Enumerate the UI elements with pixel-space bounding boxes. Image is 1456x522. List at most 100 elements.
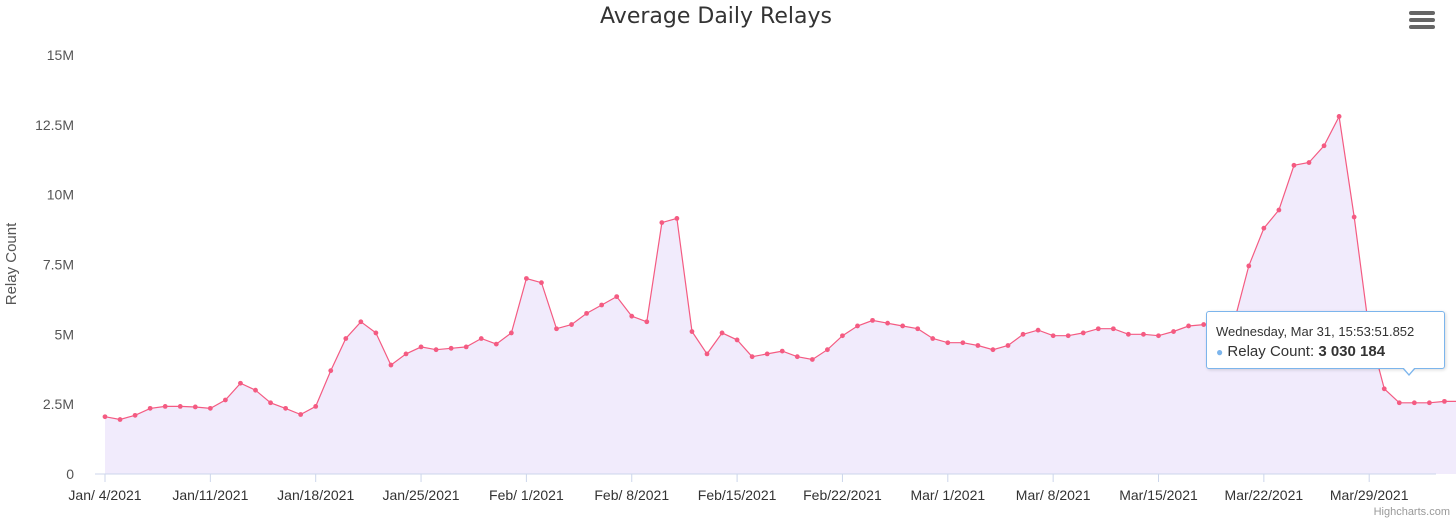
data-point[interactable] xyxy=(373,330,379,336)
data-point[interactable] xyxy=(1035,327,1041,333)
data-point[interactable] xyxy=(539,280,544,286)
data-point[interactable] xyxy=(418,344,424,350)
data-point[interactable] xyxy=(975,343,981,348)
data-point[interactable] xyxy=(478,336,484,341)
data-point[interactable] xyxy=(1186,323,1191,329)
data-point[interactable] xyxy=(945,340,951,346)
data-point[interactable] xyxy=(614,294,620,300)
data-point[interactable] xyxy=(749,354,755,360)
data-point[interactable] xyxy=(1442,398,1447,404)
data-point[interactable] xyxy=(207,405,213,411)
x-tick-label: Mar/29/2021 xyxy=(1330,487,1409,503)
hamburger-menu-icon[interactable] xyxy=(1409,11,1435,33)
data-point[interactable] xyxy=(388,362,394,368)
data-point[interactable] xyxy=(734,337,740,343)
data-point[interactable] xyxy=(689,329,695,334)
data-point[interactable] xyxy=(1005,343,1011,348)
data-point[interactable] xyxy=(223,397,228,403)
data-point[interactable] xyxy=(283,405,288,411)
data-point[interactable] xyxy=(433,347,439,353)
tooltip-series-label: Relay Count xyxy=(1227,343,1310,360)
x-tick-label: Mar/22/2021 xyxy=(1225,487,1304,503)
data-point[interactable] xyxy=(117,417,123,422)
data-point[interactable] xyxy=(463,344,469,350)
data-point[interactable] xyxy=(1427,400,1432,406)
data-point[interactable] xyxy=(960,340,966,346)
data-point[interactable] xyxy=(493,341,499,347)
data-point[interactable] xyxy=(809,357,815,362)
data-point[interactable] xyxy=(132,412,138,418)
data-point[interactable] xyxy=(1261,225,1267,231)
data-point[interactable] xyxy=(794,354,800,360)
data-point[interactable] xyxy=(1381,386,1387,392)
data-point[interactable] xyxy=(102,414,108,420)
data-point[interactable] xyxy=(1291,162,1297,168)
data-point[interactable] xyxy=(554,326,559,332)
data-point[interactable] xyxy=(599,302,605,308)
y-tick-label: 0 xyxy=(66,466,74,482)
data-point[interactable] xyxy=(524,276,529,281)
data-point[interactable] xyxy=(177,404,183,409)
data-point[interactable] xyxy=(1110,326,1116,332)
data-point[interactable] xyxy=(825,347,830,353)
data-point[interactable] xyxy=(1336,114,1342,119)
data-point[interactable] xyxy=(238,380,243,386)
data-point[interactable] xyxy=(253,387,258,393)
data-point[interactable] xyxy=(1065,333,1071,339)
data-point[interactable] xyxy=(1050,333,1056,339)
menu-bar xyxy=(1409,25,1435,29)
data-point[interactable] xyxy=(855,323,860,329)
data-point[interactable] xyxy=(1351,214,1357,220)
data-point[interactable] xyxy=(674,216,680,221)
data-point[interactable] xyxy=(1156,333,1161,339)
data-point[interactable] xyxy=(915,326,921,332)
data-point[interactable] xyxy=(1020,331,1026,337)
data-point[interactable] xyxy=(343,336,349,341)
data-point[interactable] xyxy=(358,319,364,325)
data-point[interactable] xyxy=(403,351,409,357)
data-point[interactable] xyxy=(584,310,589,316)
data-point[interactable] xyxy=(1396,400,1402,406)
data-point[interactable] xyxy=(779,348,785,354)
tooltip-arrow xyxy=(1402,367,1416,376)
data-point[interactable] xyxy=(508,330,514,336)
data-point[interactable] xyxy=(704,351,710,357)
data-point[interactable] xyxy=(900,323,906,329)
data-point[interactable] xyxy=(268,400,273,406)
data-point[interactable] xyxy=(840,333,845,339)
data-point[interactable] xyxy=(569,322,574,327)
data-point[interactable] xyxy=(448,345,454,351)
data-point[interactable] xyxy=(1080,330,1086,336)
data-point[interactable] xyxy=(644,319,650,325)
data-point[interactable] xyxy=(1095,326,1101,332)
data-point[interactable] xyxy=(885,320,890,326)
data-point[interactable] xyxy=(930,336,936,341)
x-axis-ticks xyxy=(104,474,1370,482)
data-point[interactable] xyxy=(147,405,153,411)
data-point[interactable] xyxy=(764,351,770,357)
data-point[interactable] xyxy=(1306,160,1312,165)
y-tick-label: 10M xyxy=(47,187,74,203)
data-point[interactable] xyxy=(1126,331,1131,337)
data-point[interactable] xyxy=(719,330,725,336)
data-point[interactable] xyxy=(1171,329,1176,334)
data-point[interactable] xyxy=(1411,400,1417,406)
data-point[interactable] xyxy=(990,347,996,353)
data-point[interactable] xyxy=(1201,322,1207,327)
credits-link[interactable]: Highcharts.com xyxy=(1373,506,1450,518)
data-point[interactable] xyxy=(313,404,319,409)
y-tick-label: 5M xyxy=(55,326,74,342)
data-point[interactable] xyxy=(298,412,304,417)
data-point[interactable] xyxy=(192,404,198,410)
data-point[interactable] xyxy=(1246,263,1252,269)
data-point[interactable] xyxy=(1276,207,1282,213)
chart-title: Average Daily Relays xyxy=(600,4,832,29)
data-point[interactable] xyxy=(1321,143,1327,149)
data-point[interactable] xyxy=(659,220,665,226)
x-axis-labels: Jan/ 4/2021 Jan/11/2021 Jan/18/2021 Jan/25/… xyxy=(68,487,1408,503)
data-point[interactable] xyxy=(162,404,168,409)
data-point[interactable] xyxy=(629,313,635,319)
data-point[interactable] xyxy=(1141,331,1146,337)
data-point[interactable] xyxy=(870,317,875,323)
data-point[interactable] xyxy=(328,368,334,374)
